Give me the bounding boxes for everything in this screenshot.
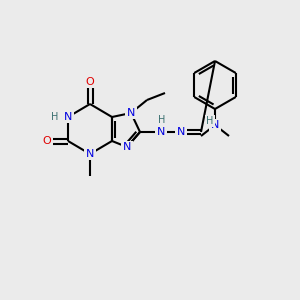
- Text: H: H: [51, 112, 59, 122]
- Text: O: O: [43, 136, 51, 146]
- Text: N: N: [127, 108, 135, 118]
- Text: O: O: [85, 77, 94, 87]
- Text: N: N: [211, 120, 219, 130]
- Text: N: N: [64, 112, 72, 122]
- Text: N: N: [123, 142, 131, 152]
- Text: N: N: [177, 127, 185, 137]
- Text: H: H: [206, 116, 214, 126]
- Text: N: N: [157, 127, 165, 137]
- Text: H: H: [158, 115, 166, 125]
- Text: N: N: [86, 149, 94, 159]
